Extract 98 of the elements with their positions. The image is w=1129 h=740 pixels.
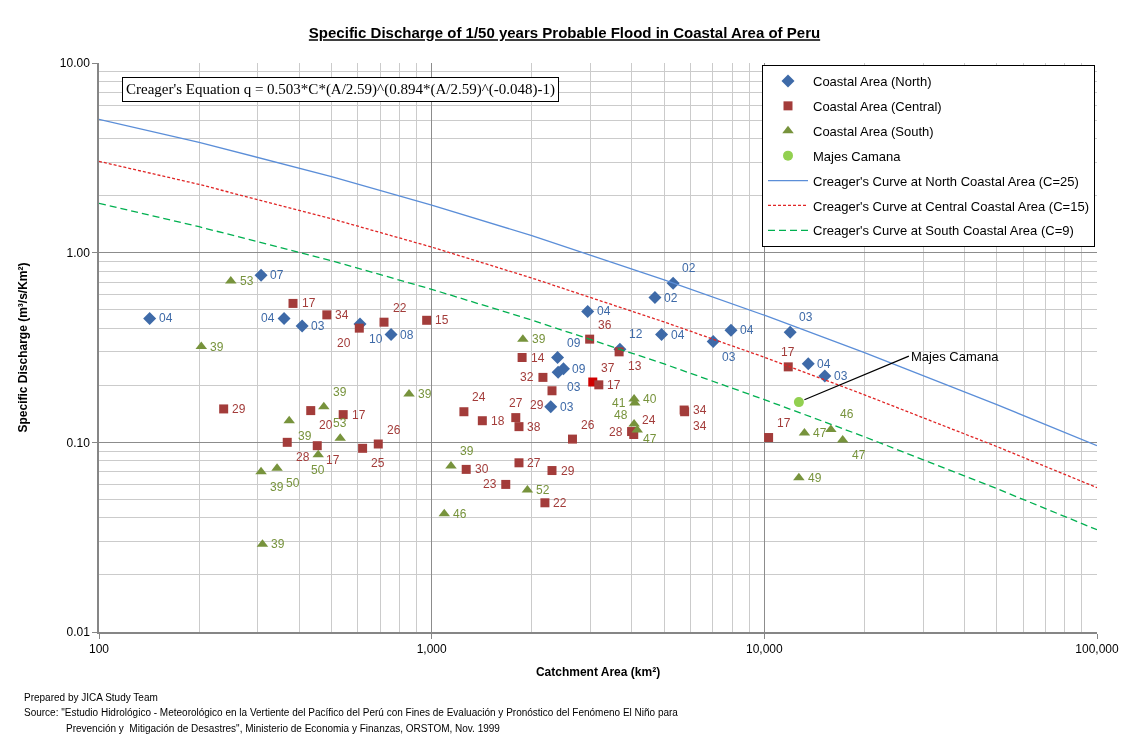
annotation: 20: [337, 336, 351, 350]
annotation: 10: [369, 332, 383, 346]
annotation: 27: [527, 456, 541, 470]
legend-label: Creager's Curve at North Coastal Area (C=25): [813, 173, 1079, 189]
annotation: 03: [722, 350, 736, 364]
annotation: 25: [371, 456, 385, 470]
annotation: 53: [240, 274, 254, 288]
x-tick-label: 100: [88, 642, 110, 657]
annotation: 39: [270, 480, 284, 494]
annotation: 02: [664, 291, 678, 305]
chart-title: Specific Discharge of 1/50 years Probable Flood in Coastal Area of Peru: [308, 24, 821, 42]
annotation: 17: [777, 416, 791, 430]
x-tick-label: 100,000: [1075, 642, 1120, 657]
annotation: 02: [682, 261, 696, 275]
annotation: 24: [642, 413, 656, 427]
annotation: 48: [614, 408, 628, 422]
annotation: 28: [296, 450, 310, 464]
annotation: 50: [286, 476, 300, 490]
annotation: 09: [567, 336, 581, 350]
annotation: 04: [597, 304, 611, 318]
annotation: 15: [435, 313, 449, 327]
annotation: 34: [693, 403, 707, 417]
legend-label: Creager's Curve at South Coastal Area (C=9): [813, 223, 1074, 239]
annotation: 03: [311, 319, 325, 333]
y-axis-title: Specific Discharge (m³/s/Km²): [15, 262, 30, 433]
annotation: 50: [311, 463, 325, 477]
annotation: 40: [643, 392, 657, 406]
annotation: 39: [418, 387, 432, 401]
annotation: 39: [460, 444, 474, 458]
annotation: 17: [352, 408, 366, 422]
annotation: 26: [387, 423, 401, 437]
annotation: Majes Camana: [911, 349, 1000, 364]
text: Prepared by JICA Study Team: [24, 692, 158, 703]
annotation: 32: [520, 370, 534, 384]
annotation: 39: [333, 385, 347, 399]
legend-label: Coastal Area (Central): [813, 98, 942, 114]
y-tick-label: 1.00: [66, 245, 91, 260]
annotation: 41: [612, 396, 626, 410]
annotation: 36: [598, 318, 612, 332]
x-axis-title: Catchment Area (km²): [535, 664, 661, 679]
legend-label: Creager's Curve at Central Coastal Area (C=15): [813, 198, 1089, 214]
y-tick-label: 0.10: [66, 435, 91, 450]
annotation: 24: [472, 390, 486, 404]
annotation: 49: [808, 471, 822, 485]
annotation: 34: [693, 419, 707, 433]
annotation: 04: [261, 311, 275, 325]
annotation: 13: [628, 359, 642, 373]
legend-label: Coastal Area (South): [813, 123, 934, 139]
annotation: 34: [335, 308, 349, 322]
annotation: 29: [530, 398, 544, 412]
annotation: 46: [840, 407, 854, 421]
y-tick-label: 0.01: [66, 625, 91, 640]
annotation: Creager's Equation q = 0.503*C*(A/2.59)^(0.894*(A/2.59)^(-0.048)-1): [126, 81, 555, 98]
y-tick-label: 10.00: [59, 56, 91, 71]
annotation: 03: [834, 369, 848, 383]
annotation: 17: [326, 453, 340, 467]
annotation: 12: [629, 327, 643, 341]
annotation: 22: [393, 301, 407, 315]
annotation: 47: [852, 448, 866, 462]
annotation: 04: [817, 357, 831, 371]
annotation: 03: [567, 380, 581, 394]
annotation: 23: [483, 477, 497, 491]
legend-label: Majes Camana: [813, 148, 902, 164]
annotation: 18: [491, 414, 505, 428]
annotation: 39: [532, 332, 546, 346]
annotation: 04: [671, 328, 685, 342]
annotation: 09: [572, 362, 586, 376]
annotation: 46: [453, 507, 467, 521]
legend-label: Coastal Area (North): [813, 74, 932, 90]
annotation: 17: [781, 345, 795, 359]
annotation: 37: [601, 361, 615, 375]
annotation: 39: [271, 537, 285, 551]
annotation: 28: [609, 425, 623, 439]
annotation: 17: [302, 296, 316, 310]
annotation: 08: [400, 328, 414, 342]
annotation: 14: [531, 351, 545, 365]
annotation: 47: [813, 426, 827, 440]
x-tick-label: 10,000: [745, 642, 784, 657]
annotation: 29: [561, 464, 575, 478]
annotation: 53: [333, 416, 347, 430]
annotation: 30: [475, 462, 489, 476]
annotation: 22: [553, 496, 567, 510]
annotation: 26: [581, 418, 595, 432]
annotation: 03: [560, 400, 574, 414]
annotation: 04: [159, 311, 173, 325]
annotation: 27: [509, 396, 523, 410]
annotation: 52: [536, 483, 550, 497]
annotation: 38: [527, 420, 541, 434]
annotation: 29: [232, 402, 246, 416]
annotation: 39: [298, 429, 312, 443]
annotation: 20: [319, 418, 333, 432]
annotation: 17: [607, 378, 621, 392]
annotation: 03: [799, 310, 813, 324]
source-note: Source: "Estudio Hidrológico - Meteorológico en la Vertiente del Pacífico del Perú con Fines de Evaluación y Pronóstico del Fenómeno El Niño para Prevención y Mitigación de Desastres", Ministerio de Economia y Finanzas, ORSTOM, Nov. 1999: [24, 707, 679, 734]
annotation: 39: [210, 340, 224, 354]
annotation: 04: [740, 323, 754, 337]
annotation: 07: [270, 268, 284, 282]
x-tick-label: 1,000: [416, 642, 448, 657]
